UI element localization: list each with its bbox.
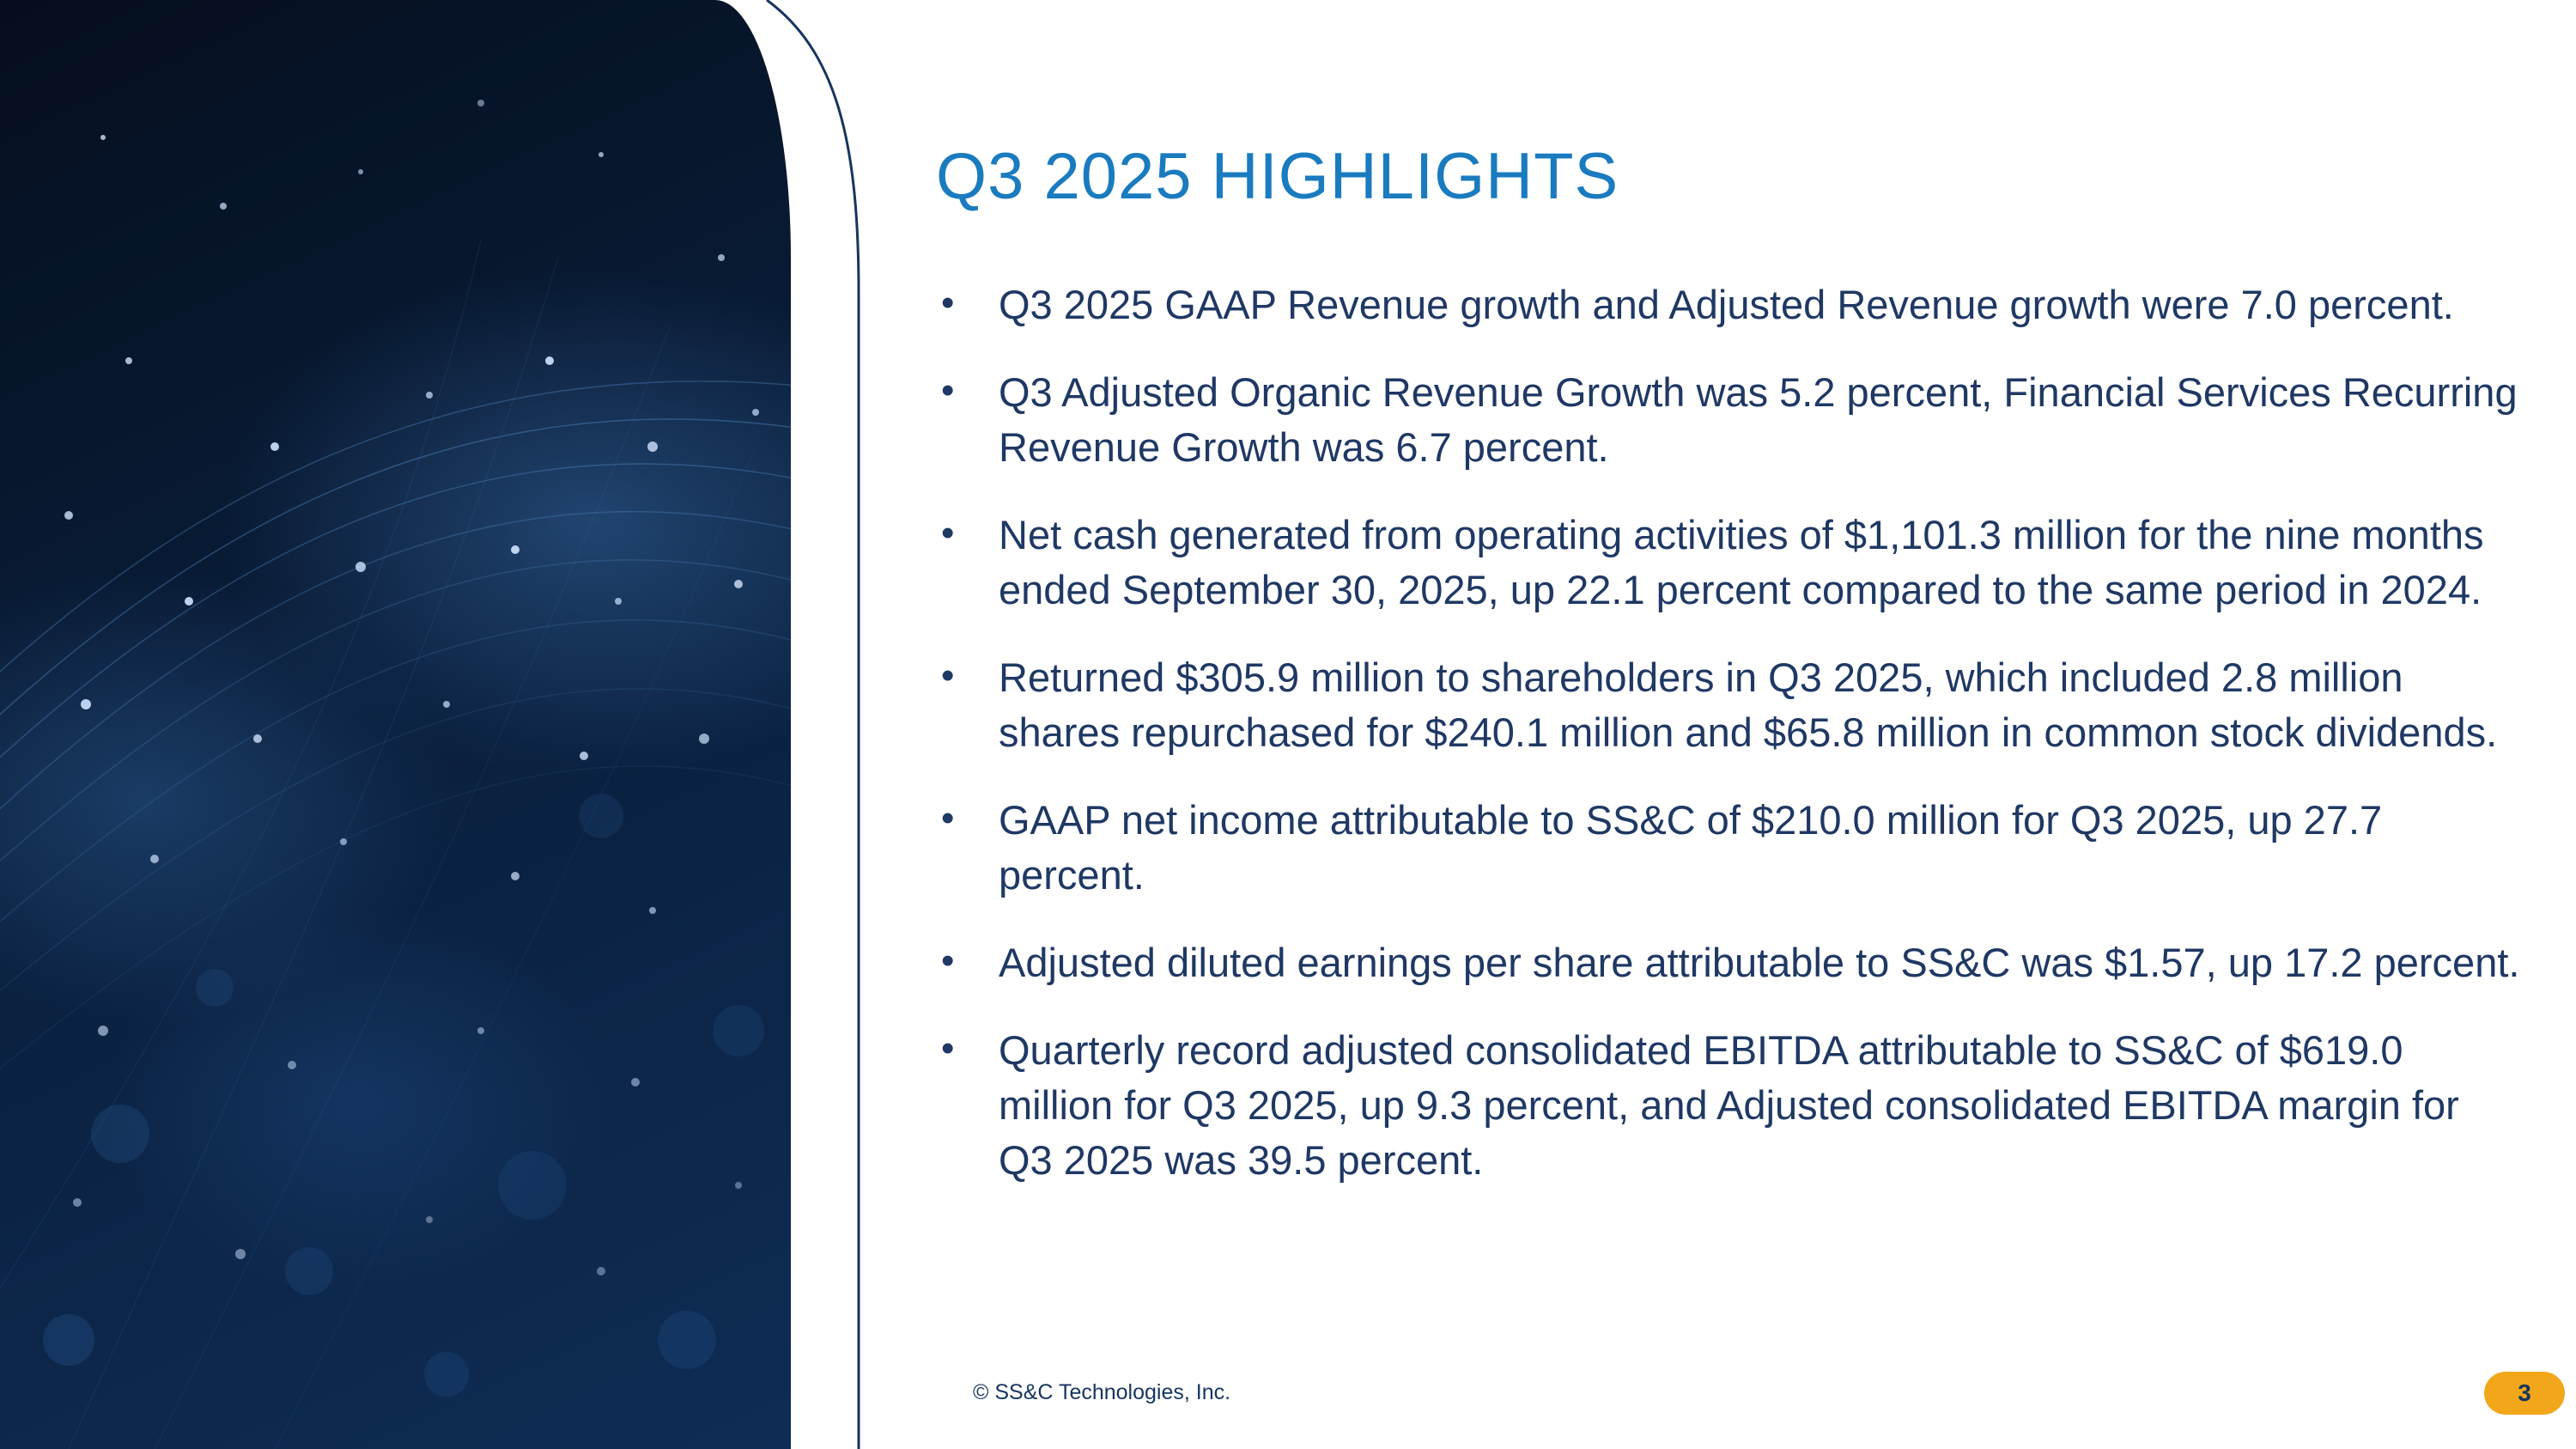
background-image xyxy=(0,0,791,1449)
bullet-list: Q3 2025 GAAP Revenue growth and Adjusted… xyxy=(936,276,2520,1188)
page-number-badge: 3 xyxy=(2484,1372,2565,1415)
page-title: Q3 2025 HIGHLIGHTS xyxy=(936,140,1619,213)
bullet-item: Returned $305.9 million to shareholders … xyxy=(936,648,2520,760)
background-mesh-graphic xyxy=(0,100,791,1449)
bullet-item: Quarterly record adjusted consolidated E… xyxy=(936,1021,2520,1188)
bullet-item: Adjusted diluted earnings per share attr… xyxy=(936,934,2520,990)
bullet-item: GAAP net income attributable to SS&C of … xyxy=(936,791,2520,903)
footer-copyright: © SS&C Technologies, Inc. xyxy=(973,1380,1231,1404)
bullet-item: Net cash generated from operating activi… xyxy=(936,506,2520,618)
bullet-item: Q3 Adjusted Organic Revenue Growth was 5… xyxy=(936,363,2520,475)
content-panel: Q3 2025 HIGHLIGHTS Q3 2025 GAAP Revenue … xyxy=(936,0,2567,1221)
bullet-item: Q3 2025 GAAP Revenue growth and Adjusted… xyxy=(936,276,2520,332)
